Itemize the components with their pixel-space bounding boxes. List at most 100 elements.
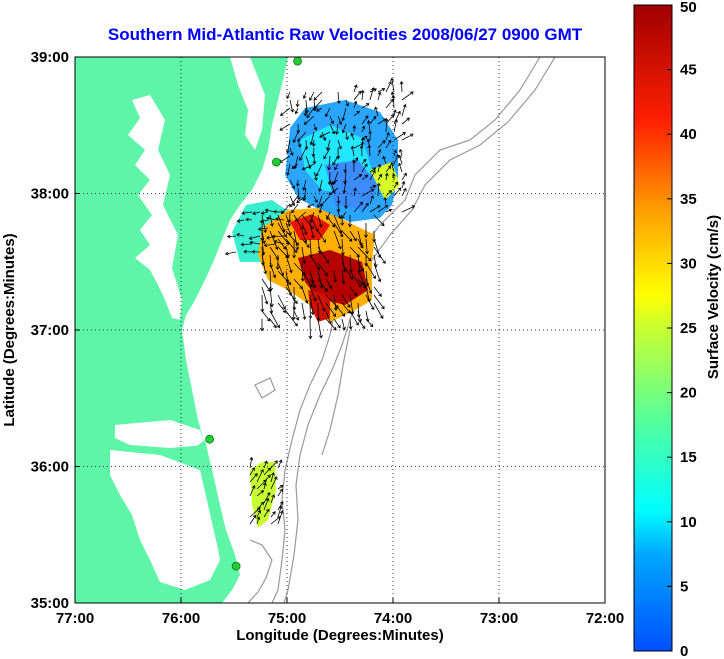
- velocity-arrow: [296, 123, 301, 134]
- velocity-arrow: [341, 270, 346, 285]
- colorbar-label: Surface Velocity (cm/s): [705, 215, 722, 379]
- velocity-arrow: [312, 155, 317, 165]
- velocity-arrow: [345, 99, 350, 107]
- velocity-arrow: [308, 302, 313, 320]
- colorbar-tick-label: 40: [680, 126, 697, 143]
- velocity-arrow: [317, 318, 323, 339]
- velocity-arrow: [249, 240, 261, 245]
- radar-station-marker: [231, 561, 241, 571]
- velocity-arrow: [351, 159, 356, 173]
- velocity-arrow: [336, 195, 341, 205]
- velocity-arrow: [401, 172, 407, 181]
- velocity-arrow: [318, 179, 323, 193]
- velocity-arrow: [301, 270, 313, 288]
- velocity-arrow: [256, 516, 261, 525]
- velocity-arrow: [261, 214, 267, 234]
- velocity-arrow: [348, 318, 353, 330]
- velocity-arrow: [315, 163, 323, 177]
- velocity-arrow: [269, 286, 274, 308]
- velocity-arrow: [302, 187, 307, 202]
- velocity-arrow: [359, 145, 364, 157]
- velocity-arrow: [337, 139, 342, 150]
- velocity-arrow: [337, 115, 343, 126]
- velocity-arrow: [369, 167, 377, 173]
- velocity-arrow: [277, 270, 292, 286]
- velocity-arrow: [385, 165, 392, 173]
- velocity-arrow: [361, 174, 369, 181]
- velocity-arrow: [277, 488, 283, 497]
- velocity-arrow: [309, 254, 320, 271]
- velocity-arrow: [289, 195, 299, 208]
- velocity-arrow: [344, 196, 348, 210]
- velocity-arrow: [285, 238, 298, 254]
- velocity-arrow: [292, 294, 297, 311]
- velocity-arrow: [313, 123, 318, 131]
- velocity-arrow: [256, 479, 267, 490]
- velocity-arrow: [349, 230, 357, 242]
- velocity-arrow: [309, 211, 315, 224]
- velocity-arrow: [308, 318, 313, 340]
- velocity-arrow: [329, 123, 336, 135]
- velocity-patch-north-yellow: [370, 162, 400, 200]
- velocity-arrow: [391, 173, 396, 181]
- velocity-arrow: [398, 148, 403, 157]
- velocity-arrow: [376, 182, 381, 197]
- velocity-arrow: [401, 91, 414, 101]
- velocity-arrow: [343, 163, 348, 174]
- velocity-arrow: [321, 131, 327, 141]
- velocity-arrow: [369, 87, 375, 101]
- velocity-arrow: [368, 130, 373, 141]
- velocity-arrow: [349, 270, 362, 288]
- velocity-arrow: [325, 318, 337, 331]
- velocity-arrow: [277, 510, 284, 525]
- velocity-arrow: [257, 227, 269, 231]
- colorbar-tick-label: 0: [680, 643, 688, 659]
- velocity-arrow: [366, 120, 371, 133]
- velocity-arrow: [325, 107, 331, 118]
- velocity-arrow: [382, 155, 387, 165]
- x-tick-label: 74:00: [374, 610, 412, 627]
- velocity-arrow: [261, 286, 269, 305]
- velocity-arrow: [377, 87, 386, 93]
- velocity-arrow: [285, 139, 291, 154]
- velocity-arrow: [263, 243, 277, 248]
- velocity-arrow: [337, 211, 342, 220]
- velocity-arrow: [259, 219, 269, 224]
- velocity-arrow: [350, 132, 355, 141]
- radar-station-marker: [271, 157, 281, 167]
- velocity-arrow: [361, 202, 369, 213]
- contour-shelf-edge: [271, 57, 541, 603]
- velocity-arrow: [353, 187, 357, 197]
- velocity-arrow: [369, 205, 381, 213]
- contour-south: [247, 539, 273, 603]
- velocity-arrow: [393, 154, 399, 165]
- velocity-arrow: [336, 203, 341, 213]
- velocity-arrow: [249, 485, 256, 497]
- map-title: Southern Mid-Atlantic Raw Velocities 200…: [108, 25, 583, 44]
- velocity-arrow: [341, 318, 346, 331]
- velocity-arrow: [401, 133, 414, 141]
- velocity-arrow: [279, 123, 291, 131]
- velocity-arrow: [347, 214, 352, 228]
- velocity-arrow: [292, 131, 299, 143]
- velocity-arrow: [385, 132, 390, 141]
- velocity-arrow: [353, 84, 358, 93]
- velocity-arrow: [301, 302, 307, 321]
- velocity-arrow: [296, 195, 307, 204]
- colorbar-tick-label: 5: [680, 578, 688, 595]
- velocity-arrow: [390, 161, 395, 173]
- velocity-arrow: [325, 214, 336, 228]
- velocity-arrow: [326, 139, 331, 151]
- velocity-arrow: [240, 242, 253, 247]
- velocity-arrow: [245, 217, 253, 222]
- velocity-arrow: [266, 216, 277, 221]
- velocity-arrow: [342, 179, 347, 194]
- albemarle-sound: [115, 420, 205, 448]
- velocity-arrow: [373, 294, 385, 310]
- velocity-arrow: [270, 494, 275, 504]
- velocity-arrow: [256, 490, 265, 497]
- velocity-arrow: [357, 238, 364, 249]
- velocity-arrow: [385, 208, 393, 213]
- velocity-arrow: [361, 188, 375, 197]
- velocity-arrow: [277, 294, 286, 310]
